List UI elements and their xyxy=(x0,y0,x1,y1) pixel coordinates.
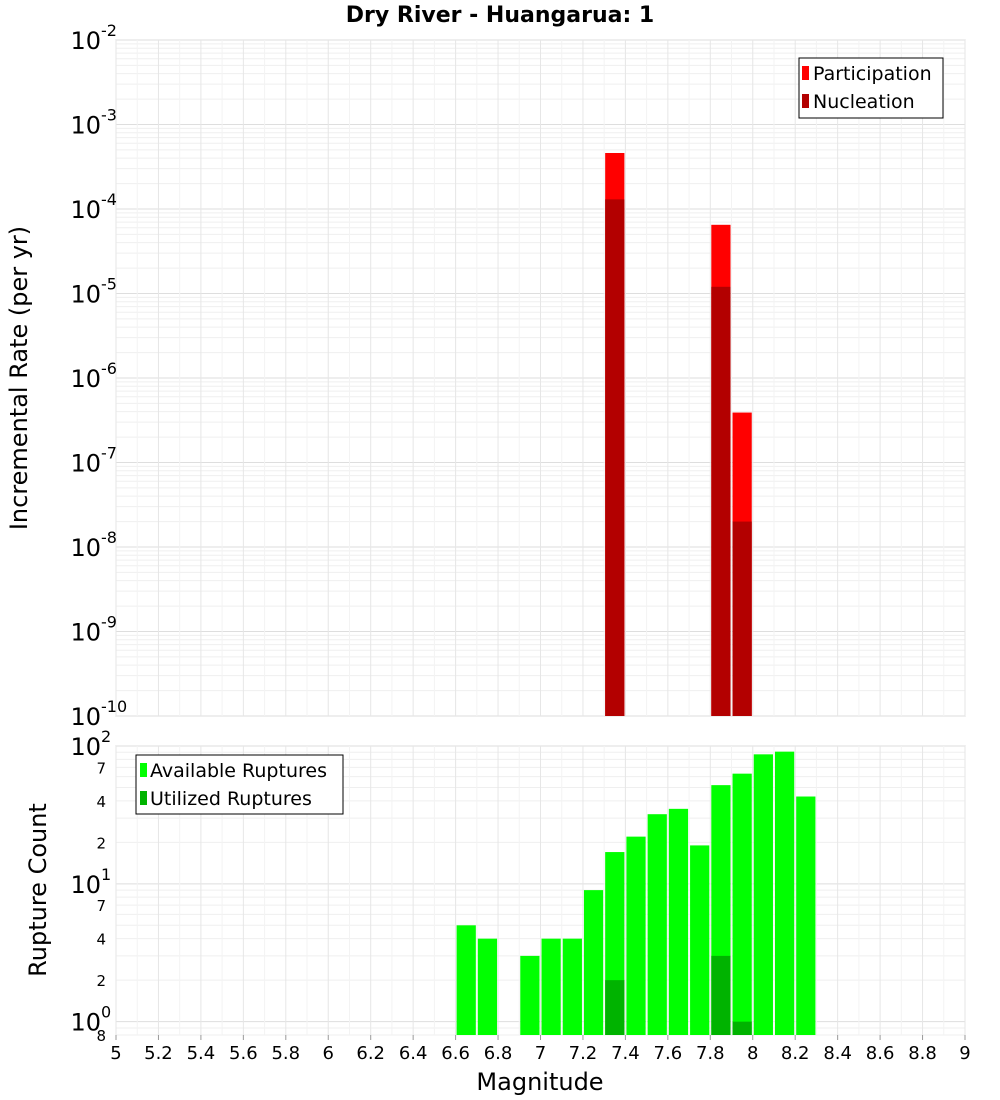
x-tick-label: 5.2 xyxy=(144,1043,173,1064)
y-tick-label: 10 xyxy=(70,1009,101,1037)
y-tick-exponent: -10 xyxy=(101,697,127,716)
x-tick-label: 7.8 xyxy=(696,1043,725,1064)
x-tick-label: 5 xyxy=(110,1043,121,1064)
y-minor-tick-label: 7 xyxy=(96,759,106,777)
bar-available-ruptures xyxy=(774,751,795,1035)
rate-y-axis-label: Incremental Rate (per yr) xyxy=(5,226,33,530)
x-tick-label: 6.8 xyxy=(484,1043,513,1064)
y-tick-label: 10 xyxy=(70,281,101,309)
rate-bars xyxy=(605,152,752,717)
x-tick-label: 7.6 xyxy=(654,1043,683,1064)
y-tick-exponent: -8 xyxy=(101,528,117,547)
y-tick-exponent: -6 xyxy=(101,359,117,378)
y-minor-tick-label: 4 xyxy=(96,931,106,949)
y-tick-label: 10 xyxy=(70,534,101,562)
bar-available-ruptures xyxy=(753,754,773,1035)
legend-swatch-participation xyxy=(802,66,809,80)
bar-nucleation xyxy=(732,521,752,716)
x-tick-label: 6.2 xyxy=(356,1043,385,1064)
y-tick-label: 10 xyxy=(70,196,101,224)
x-tick-label: 7.4 xyxy=(611,1043,640,1064)
bar-available-ruptures xyxy=(477,938,498,1035)
x-tick-label: 6.6 xyxy=(441,1043,470,1064)
y-tick-label: 10 xyxy=(70,733,101,761)
y-tick-exponent: 1 xyxy=(101,865,111,884)
rate-legend-box xyxy=(798,57,944,119)
x-tick-label: 5.4 xyxy=(187,1043,216,1064)
bar-utilized-ruptures xyxy=(605,980,625,1035)
x-tick-label: 6 xyxy=(323,1043,334,1064)
y-tick-exponent: -9 xyxy=(101,613,117,632)
count-y-axis-label: Rupture Count xyxy=(24,803,52,977)
y-tick-exponent: -4 xyxy=(101,190,117,209)
y-tick-label: 10 xyxy=(70,27,101,55)
bar-available-ruptures xyxy=(668,808,689,1035)
y-tick-exponent: 0 xyxy=(101,1003,111,1022)
rate-gridlines xyxy=(115,39,966,717)
y-tick-label: 10 xyxy=(70,619,101,647)
legend-label-participation: Participation xyxy=(813,63,932,85)
bar-available-ruptures xyxy=(796,796,816,1035)
bar-nucleation xyxy=(711,286,731,716)
y-tick-exponent: -3 xyxy=(101,106,117,125)
x-tick-label: 6.4 xyxy=(399,1043,428,1064)
y-minor-tick-label: 7 xyxy=(96,897,106,915)
y-tick-exponent: 2 xyxy=(101,727,111,746)
bar-available-ruptures xyxy=(541,938,561,1035)
x-tick-label: 8 xyxy=(747,1043,758,1064)
bar-available-ruptures xyxy=(626,836,646,1035)
y-tick-label: 10 xyxy=(70,871,101,899)
x-tick-label: 9 xyxy=(959,1043,970,1064)
legend-swatch-available-ruptures xyxy=(140,763,147,777)
y-tick-label: 10 xyxy=(70,112,101,140)
bar-utilized-ruptures xyxy=(711,955,731,1035)
count-legend: Available Ruptures Utilized Ruptures xyxy=(135,754,344,815)
bar-available-ruptures xyxy=(732,773,752,1035)
legend-swatch-nucleation xyxy=(802,94,809,108)
legend-label-utilized-ruptures: Utilized Ruptures xyxy=(150,788,312,810)
bar-available-ruptures xyxy=(583,890,604,1035)
bar-available-ruptures xyxy=(520,955,540,1035)
y-minor-tick-label: 4 xyxy=(96,793,106,811)
x-tick-label: 8.8 xyxy=(908,1043,937,1064)
y-minor-tick-label: 8 xyxy=(96,1027,106,1045)
y-minor-tick-label: 2 xyxy=(96,972,106,990)
bar-utilized-ruptures xyxy=(732,1021,752,1035)
legend-swatch-utilized-ruptures xyxy=(140,791,147,805)
count-legend-box xyxy=(135,754,344,815)
x-axis-label: Magnitude xyxy=(476,1068,603,1096)
bar-nucleation xyxy=(605,199,625,717)
count-bars xyxy=(456,751,816,1035)
y-tick-exponent: -7 xyxy=(101,444,117,463)
x-tick-label: 7.2 xyxy=(569,1043,598,1064)
legend-label-available-ruptures: Available Ruptures xyxy=(150,760,327,782)
bar-available-ruptures xyxy=(562,938,582,1035)
x-tick-label: 8.2 xyxy=(781,1043,810,1064)
x-tick-label: 5.8 xyxy=(271,1043,300,1064)
y-tick-exponent: -2 xyxy=(101,21,117,40)
y-tick-label: 10 xyxy=(70,365,101,393)
bar-available-ruptures xyxy=(690,845,710,1035)
y-minor-tick-label: 2 xyxy=(96,834,106,852)
x-tick-label: 5.6 xyxy=(229,1043,258,1064)
legend-label-nucleation: Nucleation xyxy=(813,91,915,113)
bar-available-ruptures xyxy=(456,925,476,1035)
x-axis: 5 5.2 5.4 5.6 5.8 6 6.2 6.4 6.6 6.8 7 7.2 7.4 7.6 7.8 8… xyxy=(110,1035,971,1064)
rate-legend: Participation Nucleation xyxy=(798,57,944,119)
y-tick-label: 10 xyxy=(70,703,101,731)
x-tick-label: 8.4 xyxy=(823,1043,852,1064)
y-tick-label: 10 xyxy=(70,450,101,478)
count-gridlines xyxy=(115,745,966,1036)
chart-title: Dry River - Huangarua: 1 xyxy=(346,3,654,28)
bar-available-ruptures xyxy=(647,814,667,1035)
x-tick-label: 7 xyxy=(535,1043,546,1064)
x-tick-label: 8.6 xyxy=(866,1043,895,1064)
y-tick-exponent: -5 xyxy=(101,275,117,294)
